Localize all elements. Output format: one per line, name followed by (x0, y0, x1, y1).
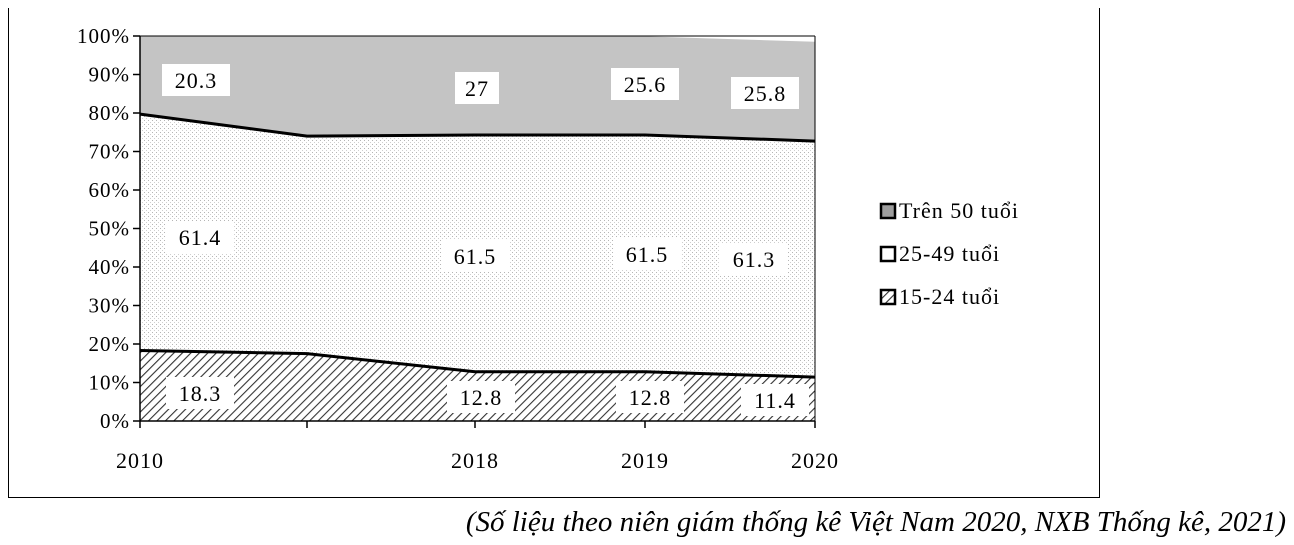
data-label: 12.8 (447, 381, 515, 413)
stacked-area-chart: 0% 10% 20% 30% 40% 50% 60% 70% 80% 90% 100% 2010 201… (77, 24, 1019, 473)
y-tick-label: 60% (89, 178, 131, 202)
data-label: 61.5 (441, 240, 509, 272)
svg-text:27: 27 (465, 76, 489, 101)
data-label: 20.3 (162, 64, 230, 96)
y-tick-label: 50% (89, 217, 131, 241)
svg-text:25.6: 25.6 (624, 72, 667, 97)
svg-text:11.4: 11.4 (754, 388, 796, 413)
data-labels: 18.3 12.8 12.8 11.4 61.4 61.5 61.5 61.3 20.3 27 25… (162, 64, 809, 416)
x-tick-label: 2019 (621, 448, 669, 473)
legend-swatch (879, 288, 897, 306)
data-label: 27 (455, 72, 499, 104)
legend-item: Trên 50 tuổi (879, 198, 1019, 223)
data-label: 18.3 (166, 377, 234, 409)
y-tick-label: 10% (89, 371, 131, 395)
svg-text:18.3: 18.3 (179, 381, 222, 406)
svg-text:61.4: 61.4 (179, 225, 222, 250)
y-tick-label: 70% (89, 140, 131, 164)
y-tick-label: 30% (89, 294, 131, 318)
data-label: 25.8 (731, 77, 799, 109)
source-caption: (Số liệu theo niên giám thống kê Việt Na… (465, 506, 1286, 538)
data-label: 61.3 (720, 243, 788, 275)
boundary-lines (139, 112, 816, 379)
boundary-line (139, 349, 816, 379)
legend-item: 25-49 tuổi (879, 241, 1000, 266)
data-label: 61.5 (613, 238, 681, 270)
x-tick-label: 2020 (791, 448, 839, 473)
svg-text:12.8: 12.8 (460, 385, 503, 410)
chart-frame (8, 8, 1100, 498)
svg-text:20.3: 20.3 (175, 68, 218, 93)
data-label: 61.4 (166, 221, 234, 253)
y-tick-label: 100% (77, 24, 130, 48)
legend: Trên 50 tuổi 25-49 tuổi 15-24 tuổi (879, 198, 1019, 309)
legend-label: Trên 50 tuổi (899, 198, 1019, 223)
axes: 0% 10% 20% 30% 40% 50% 60% 70% 80% 90% 100% 2010 201… (77, 24, 839, 473)
data-label: 11.4 (741, 384, 809, 416)
svg-text:12.8: 12.8 (629, 385, 672, 410)
legend-swatch (879, 202, 897, 220)
data-label: 25.6 (611, 68, 679, 100)
svg-text:61.5: 61.5 (454, 244, 497, 269)
legend-swatch (879, 245, 897, 263)
legend-label: 25-49 tuổi (899, 241, 1000, 266)
y-tick-label: 40% (89, 255, 131, 279)
y-tick-label: 90% (89, 63, 131, 87)
svg-text:61.3: 61.3 (733, 247, 776, 272)
y-tick-label: 20% (89, 332, 131, 356)
legend-label: 15-24 tuổi (899, 284, 1000, 309)
svg-text:61.5: 61.5 (626, 242, 669, 267)
legend-item: 15-24 tuổi (879, 284, 1000, 309)
y-tick-label: 0% (100, 409, 130, 433)
svg-text:25.8: 25.8 (744, 81, 787, 106)
y-tick-label: 80% (89, 101, 131, 125)
data-label: 12.8 (616, 381, 684, 413)
boundary-line (139, 112, 816, 143)
x-tick-label: 2010 (116, 448, 164, 473)
x-tick-label: 2018 (451, 448, 499, 473)
